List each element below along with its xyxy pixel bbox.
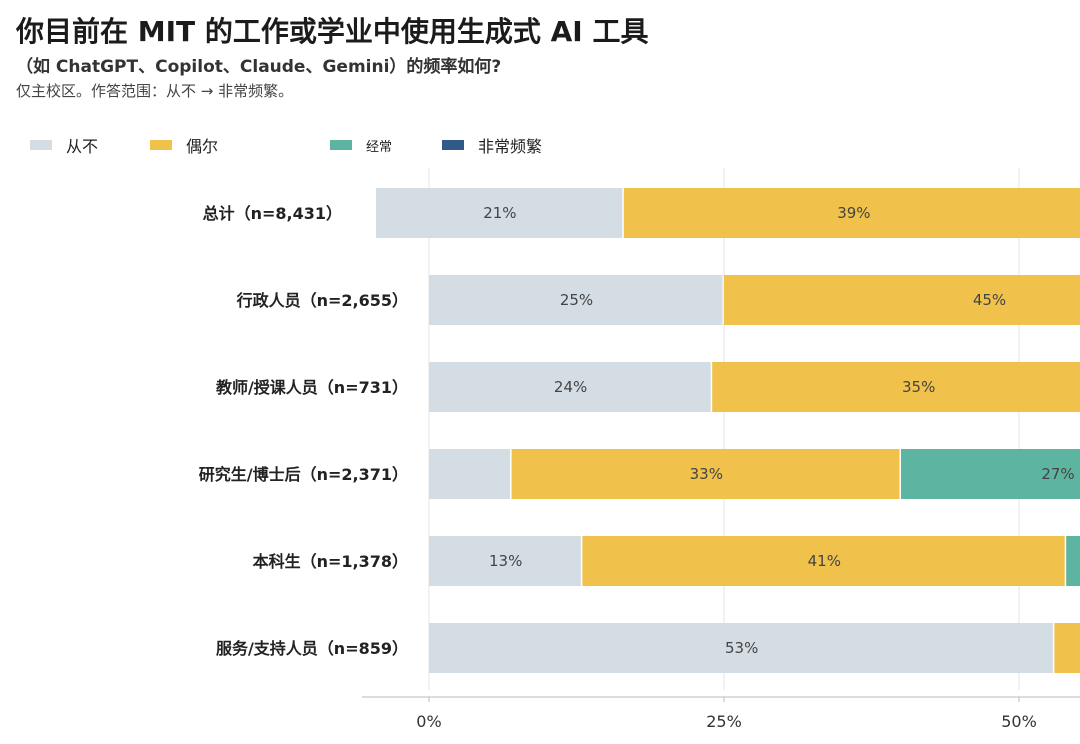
bar-label-2-1: 35% bbox=[902, 378, 935, 396]
category-label-1: 行政人员（n=2,655） bbox=[236, 291, 408, 310]
legend-item-very-often: 非常频繁 bbox=[442, 133, 542, 157]
bar-segment-3-2 bbox=[901, 449, 1080, 499]
bar-label-5-0: 53% bbox=[725, 639, 758, 657]
category-label-2: 教师/授课人员（n=731） bbox=[216, 378, 408, 397]
category-label-0: 总计（n=8,431） bbox=[203, 204, 342, 223]
bar-label-4-0: 13% bbox=[489, 552, 522, 570]
bar-segment-2-0 bbox=[429, 362, 711, 412]
bar-segment-4-2 bbox=[1066, 536, 1080, 586]
chart-note: 仅主校区。作答范围：从不 → 非常频繁。 bbox=[16, 82, 294, 100]
bar-segment-3-1 bbox=[511, 449, 900, 499]
category-label-5: 服务/支持人员（n=859） bbox=[216, 639, 408, 658]
bar-row-0: 21% 39% bbox=[376, 188, 1080, 238]
chart-subtitle: （如 ChatGPT、Copilot、Claude、Gemini）的频率如何? bbox=[16, 57, 502, 77]
bar-row-5: 53% bbox=[429, 623, 1080, 673]
bar-segment-2-1 bbox=[712, 362, 1080, 412]
legend-swatch-never bbox=[30, 140, 52, 150]
bar-row-4: 13% 41% bbox=[429, 536, 1080, 586]
legend-item-often: 经常 bbox=[330, 133, 392, 157]
bar-label-0-1: 39% bbox=[837, 204, 870, 222]
legend-swatch-rarely bbox=[150, 140, 172, 150]
bar-row-3: 33% 27% bbox=[429, 449, 1080, 499]
bar-label-3-1: 33% bbox=[690, 465, 723, 483]
legend-swatch-often bbox=[330, 140, 352, 150]
bar-segment-1-0 bbox=[429, 275, 723, 325]
legend-label-often: 经常 bbox=[366, 139, 393, 155]
bar-label-1-0: 25% bbox=[560, 291, 593, 309]
chart-title: 你目前在 MIT 的工作或学业中使用生成式 AI 工具 bbox=[16, 15, 649, 48]
bar-segment-5-1 bbox=[1054, 623, 1080, 673]
bar-segment-4-1 bbox=[582, 536, 1065, 586]
bar-label-1-1: 45% bbox=[973, 291, 1006, 309]
bar-segment-0-1 bbox=[623, 188, 1080, 238]
bar-segment-4-0 bbox=[429, 536, 581, 586]
category-label-3: 研究生/博士后（n=2,371） bbox=[199, 465, 408, 484]
bar-label-3-2: 27% bbox=[1041, 465, 1074, 483]
bar-segment-5-0 bbox=[429, 623, 1053, 673]
category-label-4: 本科生（n=1,378） bbox=[253, 552, 408, 571]
bar-label-0-0: 21% bbox=[483, 204, 516, 222]
legend-label-rarely: 偶尔 bbox=[186, 137, 219, 156]
bar-row-1: 25% 45% bbox=[429, 275, 1080, 325]
legend-item-rarely: 偶尔 bbox=[150, 133, 218, 157]
x-tick-label-1: 25% bbox=[706, 712, 742, 731]
legend-label-never: 从不 bbox=[66, 137, 99, 156]
legend-label-very-often: 非常频繁 bbox=[478, 137, 543, 156]
legend-item-never: 从不 bbox=[30, 133, 98, 157]
bar-label-4-1: 41% bbox=[808, 552, 841, 570]
bar-segment-1-1 bbox=[724, 275, 1080, 325]
chart-legend: 从不 偶尔 经常 非常频繁 bbox=[30, 133, 730, 157]
legend-swatch-very-often bbox=[442, 140, 464, 150]
bar-segment-0-0 bbox=[376, 188, 623, 238]
x-tick-label-0: 0% bbox=[416, 712, 441, 731]
bar-label-2-0: 24% bbox=[554, 378, 587, 396]
bar-segment-3-0 bbox=[429, 449, 511, 499]
x-tick-label-2: 50% bbox=[1001, 712, 1037, 731]
bar-row-2: 24% 35% bbox=[429, 362, 1080, 412]
